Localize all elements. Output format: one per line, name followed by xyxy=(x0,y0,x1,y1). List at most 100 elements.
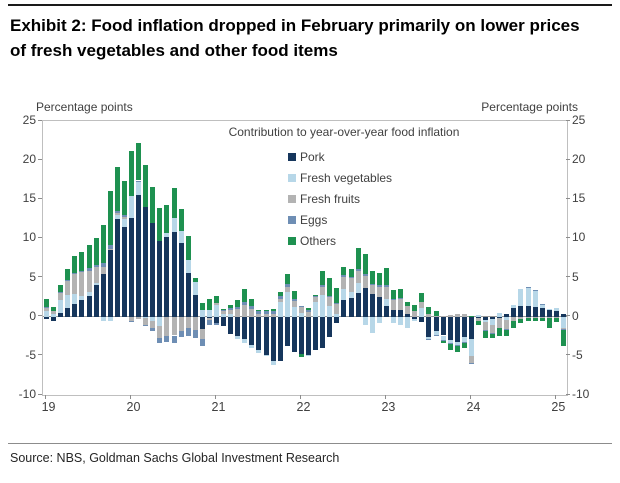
bar-segment-pork-2022-11 xyxy=(369,294,375,317)
y-tick-label-right--5: -5 xyxy=(572,347,583,362)
legend-label: Fresh fruits xyxy=(300,191,361,206)
bar-segment-others-2019-09 xyxy=(100,225,106,264)
bar-segment-fresh-fruits-2020-06 xyxy=(164,316,170,337)
x-tick-label-25: 25 xyxy=(551,400,566,414)
bar-segment-fresh-vegetables-2024-10 xyxy=(532,290,538,307)
bar-segment-fresh-fruits-2021-08 xyxy=(263,314,269,317)
bar-segment-fresh-fruits-2020-07 xyxy=(171,316,177,336)
bar-segment-pork-2019-12 xyxy=(121,226,127,317)
bar-segment-eggs-2023-12 xyxy=(461,341,467,343)
bar-segment-pork-2021-10 xyxy=(277,316,283,361)
bar-segment-eggs-2021-02 xyxy=(221,310,227,312)
y-tick-left-25 xyxy=(38,119,42,121)
legend-swatch-icon xyxy=(288,152,296,161)
bar-segment-fresh-fruits-2021-05 xyxy=(242,304,248,317)
bar-segment-pork-2020-07 xyxy=(171,232,177,317)
bar-segment-eggs-2022-03 xyxy=(313,295,319,298)
bar-segment-fresh-fruits-2020-04 xyxy=(150,320,156,329)
bar-segment-fresh-fruits-2020-09 xyxy=(185,316,191,329)
bar-segment-eggs-2021-10 xyxy=(277,295,283,299)
bar-segment-fresh-fruits-2019-09 xyxy=(100,266,106,274)
bar-segment-fresh-fruits-2024-12 xyxy=(546,316,552,318)
bar-segment-fresh-fruits-2023-07 xyxy=(426,313,432,317)
bar-segment-pork-2020-03 xyxy=(143,207,149,317)
bar-segment-others-2024-05 xyxy=(497,328,503,337)
bar-segment-others-2022-01 xyxy=(298,354,304,358)
bar-segment-eggs-2021-03 xyxy=(228,308,234,310)
bar-segment-fresh-fruits-2022-01 xyxy=(298,307,304,313)
bar-segment-pork-2023-09 xyxy=(440,316,446,336)
bar-segment-fresh-fruits-2019-08 xyxy=(93,267,99,284)
bar-segment-fresh-vegetables-2024-04 xyxy=(490,319,496,325)
legend-label: Eggs xyxy=(300,212,328,227)
y-tick-label-left-0: 0 xyxy=(29,308,36,323)
bar-segment-fresh-fruits-2024-02 xyxy=(475,317,481,321)
bar-segment-eggs-2021-06 xyxy=(249,305,255,309)
bar-segment-eggs-2024-01 xyxy=(468,362,474,364)
bar-segment-eggs-2020-02 xyxy=(136,180,142,182)
bar-segment-eggs-2022-04 xyxy=(320,285,326,287)
bar-segment-eggs-2021-09 xyxy=(270,311,276,315)
bar-segment-others-2022-11 xyxy=(369,271,375,284)
bar-segment-others-2020-02 xyxy=(136,142,142,181)
bar-segment-others-2024-02 xyxy=(475,321,481,326)
bar-segment-fresh-fruits-2019-12 xyxy=(121,216,127,219)
bar-segment-pork-2021-04 xyxy=(235,316,241,337)
bar-segment-others-2020-09 xyxy=(185,236,191,260)
bar-segment-others-2023-01 xyxy=(383,268,389,286)
bar-segment-fresh-fruits-2021-07 xyxy=(256,313,262,317)
bar-segment-fresh-vegetables-2019-12 xyxy=(121,218,127,227)
bar-segment-fresh-fruits-2023-02 xyxy=(391,300,396,310)
bar-segment-fresh-vegetables-2021-07 xyxy=(256,350,262,353)
bar-segment-eggs-2021-07 xyxy=(256,310,262,314)
bar-segment-fresh-fruits-2019-10 xyxy=(107,248,113,251)
bar-segment-eggs-2020-10 xyxy=(192,330,198,338)
bar-segment-others-2023-05 xyxy=(412,304,418,312)
bar-segment-fresh-vegetables-2021-06 xyxy=(249,344,255,349)
bar-segment-others-2024-04 xyxy=(490,333,496,338)
bar-segment-fresh-vegetables-2022-08 xyxy=(348,292,354,298)
bar-segment-pork-2019-01 xyxy=(44,316,50,320)
bar-segment-fresh-fruits-2022-09 xyxy=(355,270,361,284)
bar-segment-others-2020-01 xyxy=(129,150,134,197)
y-tick-right--10 xyxy=(566,393,570,395)
bar-segment-eggs-2022-09 xyxy=(355,268,361,271)
bar-segment-eggs-2022-01 xyxy=(298,305,304,308)
bar-segment-pork-2022-10 xyxy=(362,287,368,317)
bar-segment-pork-2022-08 xyxy=(348,297,354,317)
x-tick-24 xyxy=(469,395,471,399)
bar-segment-pork-2022-09 xyxy=(355,293,361,317)
x-tick-22 xyxy=(299,395,301,399)
bar-segment-fresh-vegetables-2020-03 xyxy=(143,316,149,318)
bar-segment-others-2025-01 xyxy=(553,317,559,323)
bar-segment-pork-2019-11 xyxy=(114,218,120,317)
bar-segment-pork-2019-10 xyxy=(107,250,113,317)
bar-segment-others-2021-11 xyxy=(284,274,290,284)
zero-baseline xyxy=(43,316,567,318)
bar-segment-pork-2019-02 xyxy=(51,316,57,321)
bar-segment-pork-2025-02 xyxy=(560,313,566,317)
bar-segment-others-2019-01 xyxy=(44,299,50,307)
y-tick-label-right-5: 5 xyxy=(572,269,579,284)
bar-segment-eggs-2023-10 xyxy=(447,343,453,345)
bar-segment-pork-2021-01 xyxy=(213,316,219,323)
bar-segment-eggs-2022-12 xyxy=(376,285,382,287)
bar-segment-fresh-fruits-2020-03 xyxy=(143,317,149,325)
y-tick-left-15 xyxy=(38,197,42,199)
bar-segment-others-2024-07 xyxy=(511,321,517,329)
bar-segment-others-2020-07 xyxy=(171,187,177,219)
bar-segment-eggs-2024-03 xyxy=(483,330,489,331)
bar-segment-pork-2024-05 xyxy=(497,316,503,318)
bar-segment-fresh-vegetables-2023-07 xyxy=(426,337,432,339)
legend-title: Contribution to year-over-year food infl… xyxy=(228,125,460,139)
bar-segment-eggs-2024-06 xyxy=(504,329,510,330)
bar-segment-others-2020-04 xyxy=(150,186,156,223)
y-tick-label-right-10: 10 xyxy=(572,230,586,245)
bar-segment-eggs-2024-02 xyxy=(475,320,481,322)
bar-segment-others-2023-08 xyxy=(433,311,439,316)
bar-segment-others-2019-04 xyxy=(65,268,71,280)
bar-segment-fresh-vegetables-2024-09 xyxy=(525,287,531,306)
bar-segment-fresh-fruits-2024-09 xyxy=(525,316,531,319)
bar-segment-others-2021-08 xyxy=(263,309,269,312)
bar-segment-fresh-fruits-2019-06 xyxy=(79,272,85,297)
